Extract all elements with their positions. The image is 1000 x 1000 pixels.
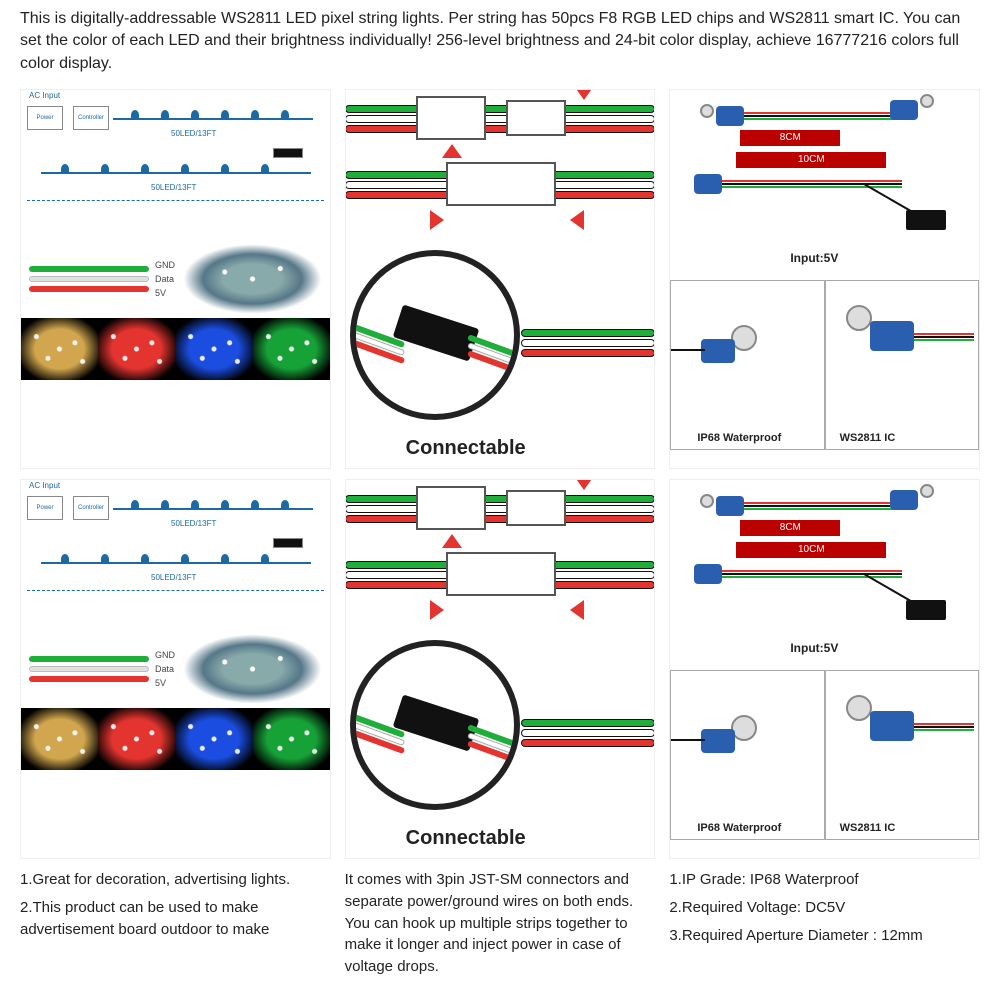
ac-input-label: AC Input: [29, 90, 60, 101]
product-top: 8CM 10CM Input:5V: [670, 90, 979, 280]
c1-line1: 1.Great for decoration, advertising ligh…: [20, 869, 331, 891]
panel-wiring-1: AC Input Power Controller 50LED/13FT 50L…: [20, 89, 331, 469]
captions-row: 1.Great for decoration, advertising ligh…: [20, 869, 980, 984]
panel-product-2: 8CM 10CM Input:5V IP68 Waterproof: [669, 479, 980, 859]
panel-connector-1: Connectable: [345, 89, 656, 469]
panel-product-1: 8CM 10CM Input:5V IP68 Waterproof: [669, 89, 980, 469]
panel-wiring-2: AC Input Power Controller 50LED/13FT 50L…: [20, 479, 331, 859]
led-coil-image: [183, 244, 322, 314]
ws2811-caption: WS2811 IC: [840, 431, 896, 446]
c3-line2: 2.Required Voltage: DC5V: [669, 897, 980, 919]
dim-10cm: 10CM: [736, 152, 886, 168]
ws2811-cell: WS2811 IC: [825, 280, 979, 450]
legend-5v-label: 5V: [155, 286, 175, 300]
c1-line2: 2.This product can be used to make adver…: [20, 897, 331, 941]
zoom-circle: [350, 250, 520, 420]
legend-gnd-label: GND: [155, 258, 175, 272]
power-box: Power: [27, 106, 63, 130]
connectable-label: Connectable: [406, 434, 526, 462]
c3-line3: 3.Required Aperture Diameter : 12mm: [669, 925, 980, 947]
ip68-caption: IP68 Waterproof: [697, 431, 781, 446]
swatch-blue: [175, 318, 252, 380]
legend-5v: [29, 286, 149, 292]
input-label: Input:5V: [790, 250, 838, 267]
intro-text: This is digitally-addressable WS2811 LED…: [20, 8, 980, 75]
dim-8cm: 8CM: [740, 130, 840, 146]
string-label-1: 50LED/13FT: [171, 128, 216, 139]
swatch-warm: [21, 318, 98, 380]
controller-box: Controller: [73, 106, 109, 130]
wiring-diagram: AC Input Power Controller 50LED/13FT 50L…: [21, 90, 330, 240]
swatch-green: [253, 318, 330, 380]
caption-col-1: 1.Great for decoration, advertising ligh…: [20, 869, 331, 984]
wire-legend: GND Data 5V: [29, 244, 322, 314]
panel-connector-2: Connectable: [345, 479, 656, 859]
c2-text: It comes with 3pin JST-SM connectors and…: [345, 869, 656, 978]
c3-line1: 1.IP Grade: IP68 Waterproof: [669, 869, 980, 891]
legend-gnd: [29, 266, 149, 272]
swatch-red: [98, 318, 175, 380]
ip68-cell: IP68 Waterproof: [670, 280, 824, 450]
string-label-2: 50LED/13FT: [151, 182, 196, 193]
legend-data: [29, 276, 149, 282]
caption-col-2: It comes with 3pin JST-SM connectors and…: [345, 869, 656, 984]
color-swatches: [21, 318, 330, 380]
caption-col-3: 1.IP Grade: IP68 Waterproof 2.Required V…: [669, 869, 980, 984]
row-2: AC Input Power Controller 50LED/13FT 50L…: [20, 479, 980, 859]
row-1: AC Input Power Controller 50LED/13FT 50L…: [20, 89, 980, 469]
legend-data-label: Data: [155, 272, 175, 286]
